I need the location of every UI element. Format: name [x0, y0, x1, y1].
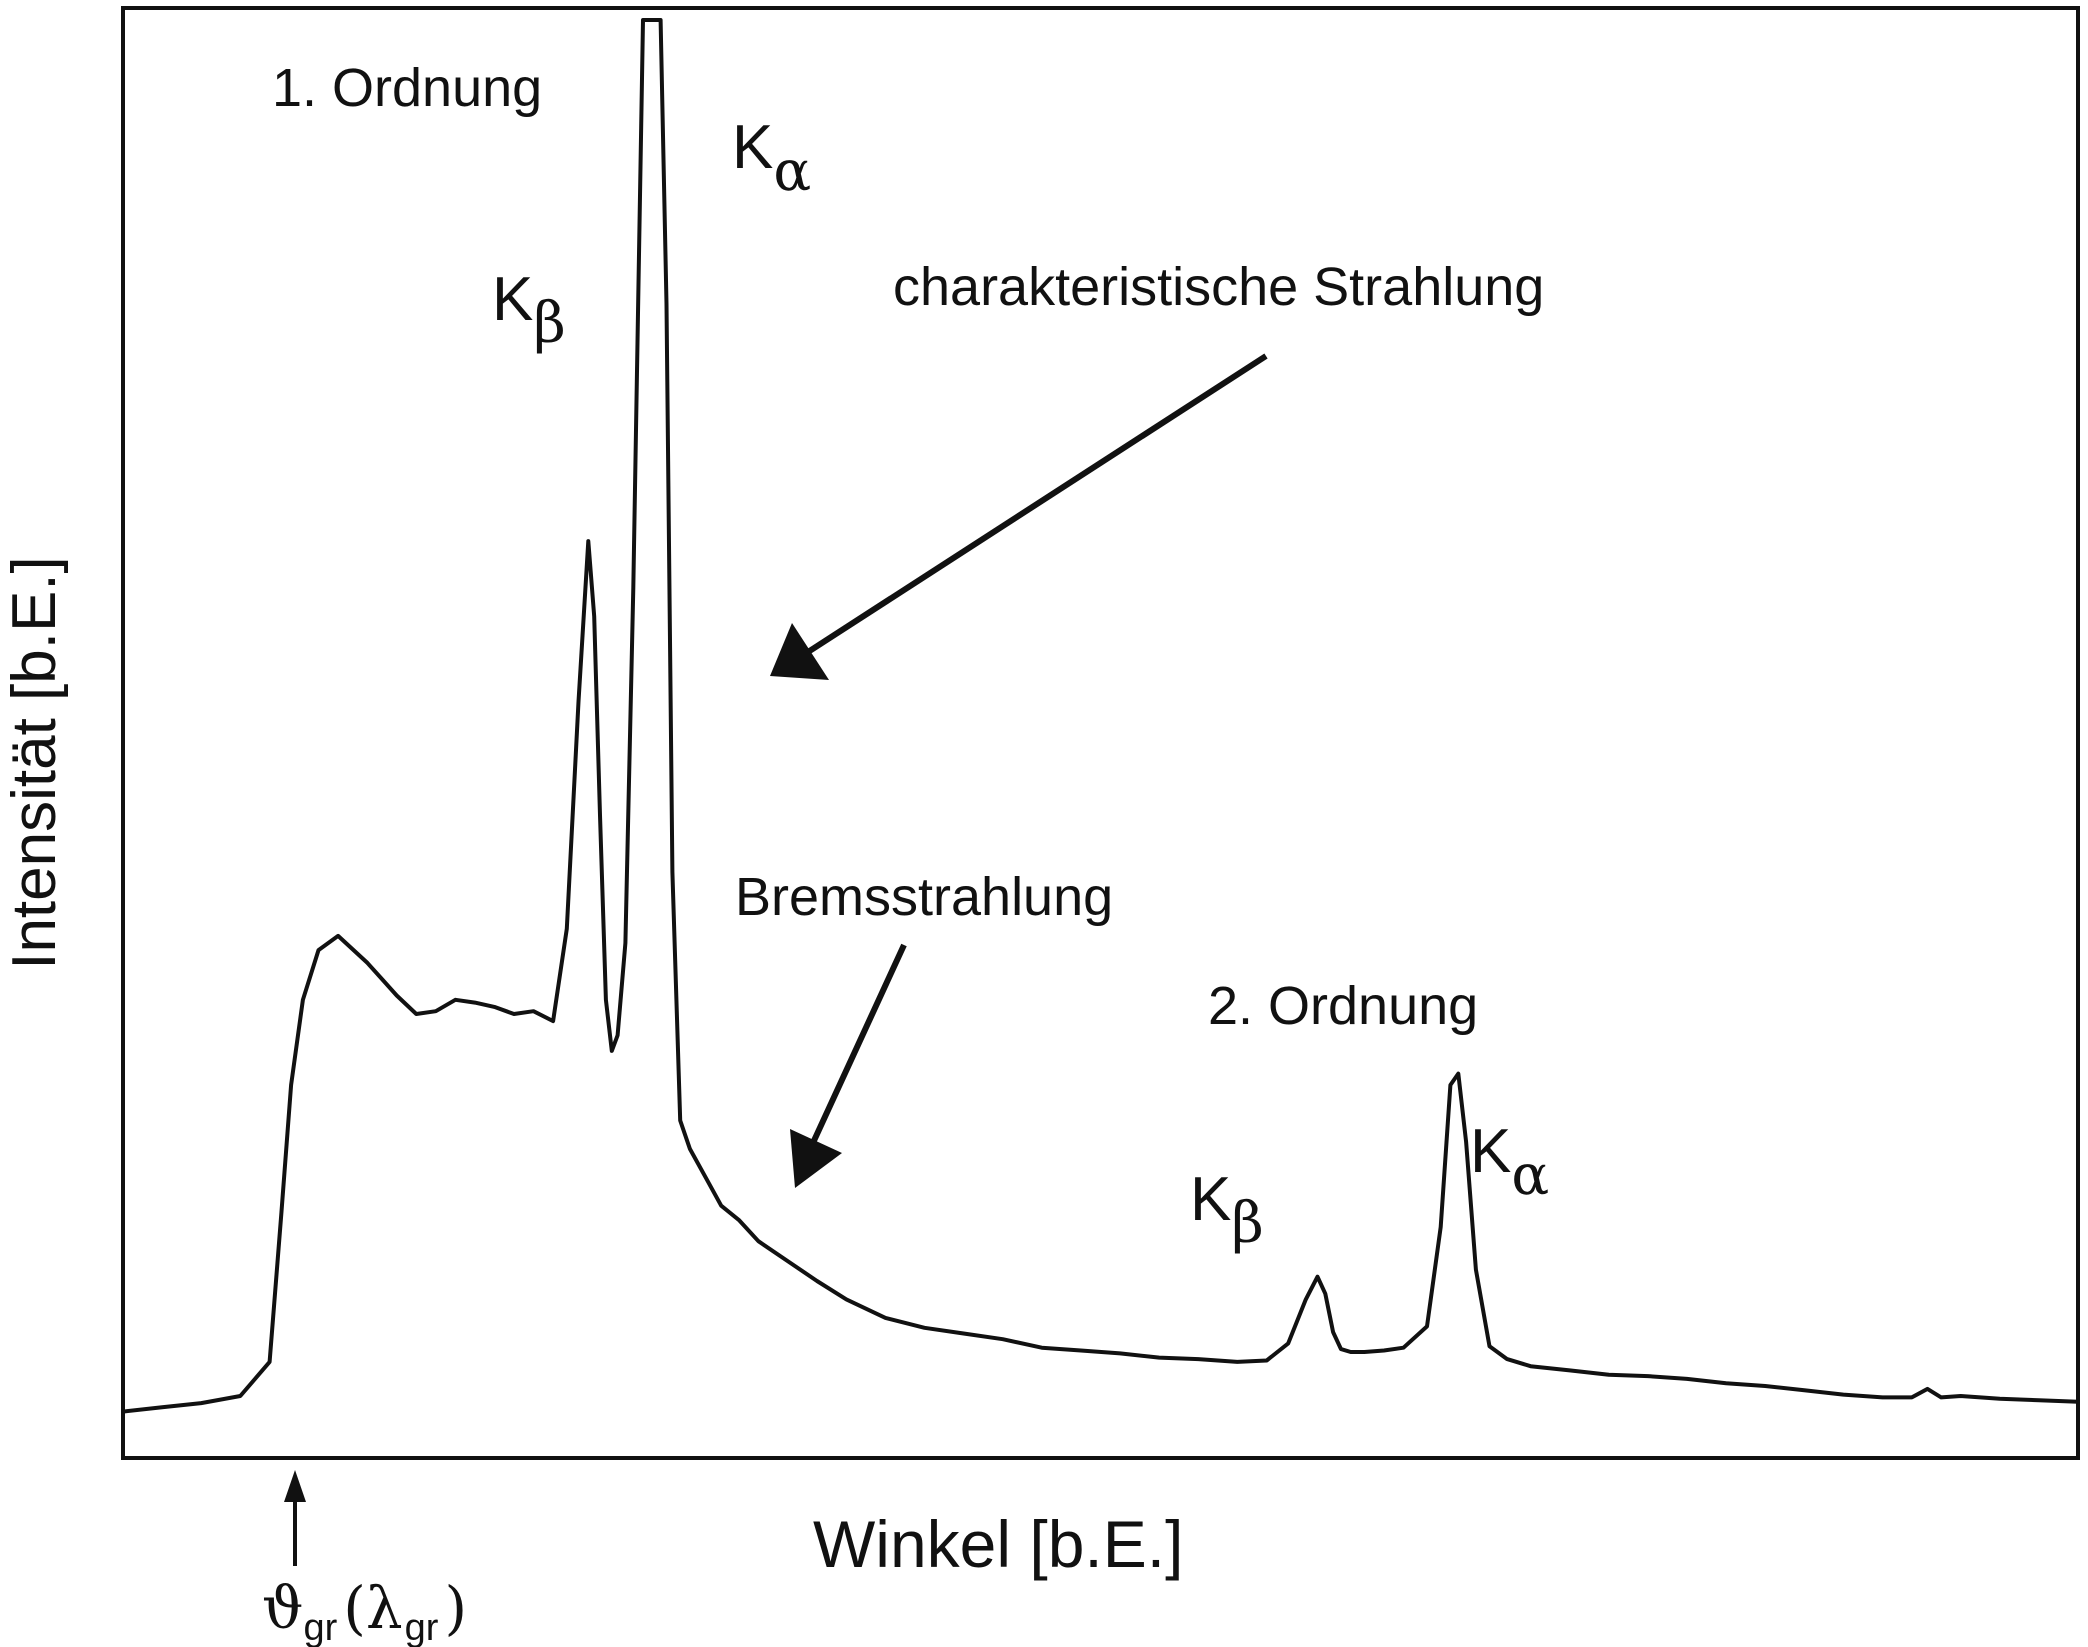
y-axis-label: Intensität [b.E.]: [0, 556, 69, 970]
threshold-arrow: [284, 1470, 306, 1566]
characteristic-radiation-label: charakteristische Strahlung: [893, 257, 1544, 317]
k-beta-label-1: Kβ: [492, 265, 566, 356]
k-alpha-label-2: Kα: [1470, 1117, 1549, 1208]
plot-frame: [121, 6, 2080, 1460]
threshold-label: ϑgr (λgr): [262, 1574, 467, 1647]
bremsstrahlung-label: Bremsstrahlung: [735, 867, 1113, 927]
first-order-label: 1. Ordnung: [272, 58, 542, 118]
k-alpha-label-1: Kα: [732, 113, 811, 204]
characteristic-arrow: [770, 353, 1268, 680]
bremsstrahlung-arrow: [790, 943, 907, 1188]
k-beta-label-2: Kβ: [1190, 1165, 1264, 1256]
spectrum-line: [123, 18, 2078, 1414]
x-axis-label: Winkel [b.E.]: [813, 1507, 1183, 1581]
second-order-label: 2. Ordnung: [1208, 976, 1478, 1036]
